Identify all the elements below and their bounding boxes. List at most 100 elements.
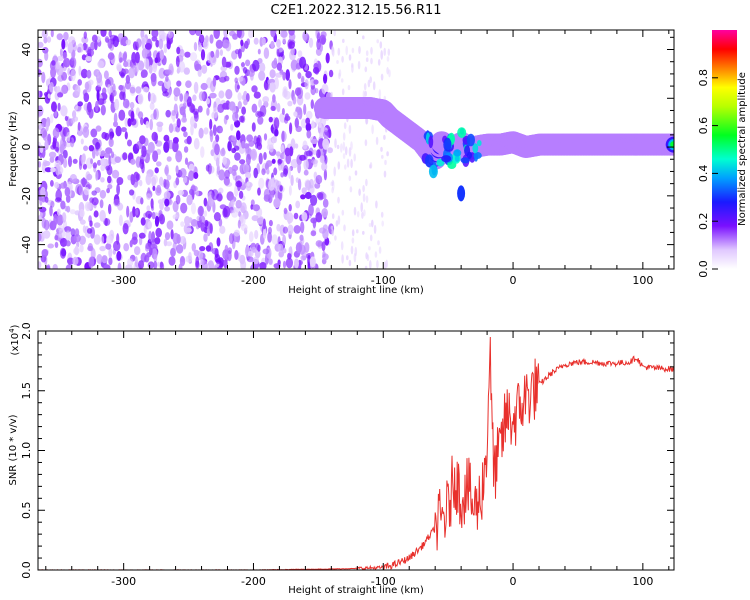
noise-speck (179, 93, 184, 102)
noise-speck (38, 58, 43, 68)
noise-speck (178, 61, 186, 73)
noise-speck (337, 161, 341, 170)
noise-speck (230, 199, 235, 206)
noise-speck (108, 128, 114, 140)
noise-speck (353, 252, 357, 263)
noise-speck (310, 99, 314, 110)
noise-speck (245, 153, 251, 166)
noise-speck (171, 110, 176, 116)
noise-speck (120, 39, 124, 46)
noise-speck (285, 257, 293, 269)
noise-speck (345, 45, 349, 56)
noise-speck (137, 93, 144, 105)
noise-speck (38, 261, 42, 269)
noise-speck (205, 98, 210, 105)
noise-speck (70, 117, 75, 124)
noise-speck (282, 260, 287, 269)
noise-speck (316, 149, 321, 159)
noise-speck (147, 141, 155, 153)
noise-speck (295, 242, 302, 254)
noise-speck (74, 245, 79, 256)
noise-speck (41, 249, 49, 257)
noise-speck (366, 254, 370, 262)
noise-speck (303, 103, 307, 116)
noise-speck (138, 232, 146, 239)
noise-speck (351, 47, 355, 54)
noise-speck (146, 193, 151, 200)
noise-speck (276, 39, 281, 48)
noise-speck (157, 199, 164, 205)
noise-speck (95, 142, 101, 150)
noise-speck (80, 154, 86, 166)
noise-speck (300, 194, 306, 200)
ridge-blob (428, 164, 438, 179)
noise-speck (115, 125, 122, 137)
noise-speck (87, 101, 92, 113)
noise-speck (387, 48, 391, 56)
noise-speck (172, 242, 177, 252)
noise-speck (346, 255, 349, 261)
noise-speck (52, 127, 60, 139)
noise-speck (256, 142, 263, 150)
noise-speck (335, 220, 339, 227)
noise-speck (255, 142, 259, 149)
noise-speck (116, 177, 124, 185)
noise-speck (89, 220, 93, 227)
noise-speck (123, 61, 129, 68)
noise-speck (369, 76, 373, 84)
spectrogram-x-axis: -300 -200 -100 0 100 (45, 30, 670, 287)
noise-speck (108, 30, 112, 38)
noise-speck (175, 177, 180, 186)
noise-speck (72, 110, 77, 119)
noise-speck (147, 221, 152, 229)
noise-speck (149, 118, 153, 131)
noise-speck (288, 166, 292, 179)
noise-speck (386, 151, 389, 157)
noise-speck (297, 178, 302, 191)
noise-speck (276, 223, 281, 232)
noise-speck (283, 164, 289, 176)
noise-speck (215, 49, 220, 59)
noise-speck (92, 162, 98, 169)
noise-speck (256, 137, 261, 144)
noise-speck (250, 148, 258, 161)
noise-speck (331, 228, 335, 236)
spectrogram-ridge (313, 97, 674, 202)
noise-speck (140, 30, 145, 39)
noise-speck (348, 175, 352, 182)
noise-speck (56, 55, 64, 62)
chart-title: C2E1.2022.312.15.56.R11 (270, 3, 441, 18)
y-tick-label: 1.5 (20, 382, 33, 400)
noise-speck (167, 30, 173, 39)
noise-speck (296, 87, 304, 100)
noise-speck (119, 57, 124, 63)
noise-speck (257, 187, 261, 196)
noise-speck (99, 245, 106, 252)
ridge-blob (441, 155, 452, 163)
noise-speck (68, 156, 72, 168)
noise-speck (90, 41, 96, 51)
noise-speck (168, 123, 174, 134)
noise-speck (180, 221, 185, 227)
noise-speck (118, 84, 124, 91)
noise-speck (285, 113, 289, 119)
noise-speck (206, 107, 210, 116)
noise-speck (201, 260, 208, 269)
noise-speck (45, 121, 49, 132)
noise-speck (276, 102, 281, 113)
noise-speck (100, 158, 107, 166)
noise-speck (364, 66, 368, 73)
noise-speck (277, 243, 284, 253)
noise-speck (237, 101, 242, 109)
noise-speck (219, 225, 226, 234)
noise-speck (151, 30, 159, 38)
noise-speck (50, 113, 54, 124)
snr-x-axis: -300 -200 -100 0 100 (45, 331, 670, 588)
noise-speck (344, 146, 348, 156)
noise-speck (192, 108, 200, 115)
y-tick-label: 40 (20, 43, 33, 57)
noise-speck (293, 212, 299, 220)
noise-speck (125, 39, 131, 46)
noise-speck (271, 158, 276, 164)
noise-speck (321, 36, 326, 45)
